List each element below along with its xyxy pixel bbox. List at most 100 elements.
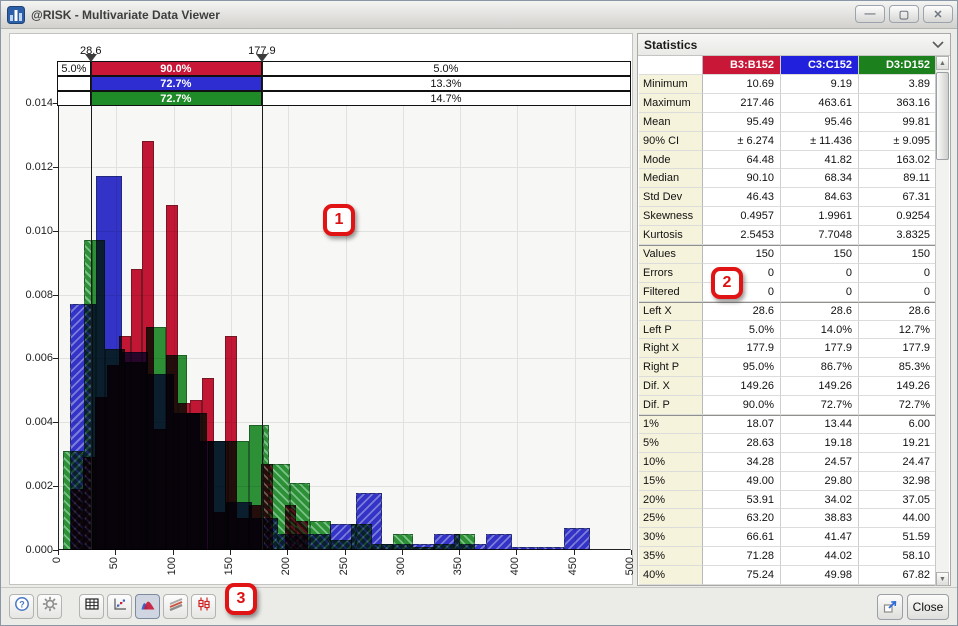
histogram-bar bbox=[104, 348, 126, 550]
x-axis-tick bbox=[172, 550, 174, 555]
statistics-header[interactable]: Statistics bbox=[638, 34, 950, 56]
y-axis-tick bbox=[53, 230, 58, 232]
histogram-plot bbox=[58, 103, 631, 550]
stats-scrollbar[interactable]: ▲ ▼ bbox=[935, 56, 949, 586]
histogram-bar bbox=[125, 361, 146, 550]
stats-row-label: 10% bbox=[639, 452, 703, 472]
y-axis-tick-label: 0.006 bbox=[25, 352, 53, 365]
band-left-cell: 5.0% bbox=[57, 61, 91, 76]
settings-button[interactable] bbox=[37, 594, 62, 619]
stats-value-cell: 177.9 bbox=[859, 339, 937, 359]
x-axis-tick-label: 300 bbox=[394, 557, 407, 576]
stats-row-label: Right X bbox=[639, 339, 703, 359]
stats-value-cell: 38.83 bbox=[781, 509, 859, 529]
stats-value-cell: 149.26 bbox=[859, 377, 937, 397]
stats-value-cell: 99.81 bbox=[859, 112, 937, 132]
stats-row-25-: 25% 63.20 38.83 44.00 bbox=[639, 509, 937, 529]
scroll-up-button[interactable]: ▲ bbox=[936, 56, 949, 70]
scroll-down-button[interactable]: ▼ bbox=[936, 572, 949, 586]
gridline-horizontal bbox=[59, 358, 630, 360]
stats-value-cell: 28.6 bbox=[781, 301, 859, 321]
stats-value-cell: 6.00 bbox=[859, 415, 937, 434]
overlay-button[interactable] bbox=[163, 594, 188, 619]
stats-row-label: Median bbox=[639, 169, 703, 189]
stats-value-cell: 150 bbox=[781, 245, 859, 264]
histogram-bar bbox=[454, 534, 475, 550]
stats-value-cell: 0 bbox=[781, 263, 859, 283]
stats-value-cell: 149.26 bbox=[781, 377, 859, 397]
histogram-icon bbox=[140, 596, 156, 617]
stats-row-label: Minimum bbox=[639, 75, 703, 94]
histogram-button[interactable] bbox=[135, 594, 160, 619]
stats-value-cell: 67.82 bbox=[859, 566, 937, 586]
stats-row-values: Values 150 150 150 bbox=[639, 245, 937, 264]
box-plot-button[interactable] bbox=[191, 594, 216, 619]
right-delimiter-line[interactable] bbox=[262, 61, 263, 550]
scatter-button[interactable] bbox=[107, 594, 132, 619]
left-delimiter-line[interactable] bbox=[91, 61, 92, 550]
stats-value-cell: 28.6 bbox=[859, 301, 937, 321]
y-axis-tick bbox=[53, 358, 58, 360]
left-delimiter-slider[interactable] bbox=[84, 54, 97, 62]
stats-value-cell: 177.9 bbox=[781, 339, 859, 359]
stats-value-cell: 1.9961 bbox=[781, 207, 859, 227]
stats-value-cell: 85.3% bbox=[859, 358, 937, 378]
histogram-bar bbox=[433, 543, 455, 550]
histogram-bar bbox=[392, 534, 414, 550]
histogram-bar bbox=[262, 425, 270, 550]
histogram-bar bbox=[511, 546, 538, 550]
x-axis-tick-label: 0 bbox=[51, 557, 63, 564]
x-axis-tick-label: 400 bbox=[509, 557, 522, 576]
stats-row-mode: Mode 64.48 41.82 163.02 bbox=[639, 150, 937, 170]
x-axis-tick bbox=[631, 550, 632, 555]
stats-value-cell: 24.47 bbox=[859, 452, 937, 472]
gridline-vertical bbox=[460, 103, 462, 549]
close-window-button[interactable]: ✕ bbox=[923, 5, 953, 23]
callout-badge-3: 3 bbox=[225, 583, 257, 615]
scroll-thumb[interactable] bbox=[936, 72, 949, 160]
maximize-window-button[interactable]: ▢ bbox=[889, 5, 919, 23]
window-controls: — ▢ ✕ bbox=[855, 5, 953, 23]
stats-value-cell: 24.57 bbox=[781, 452, 859, 472]
stats-row-30-: 30% 66.61 41.47 51.59 bbox=[639, 528, 937, 548]
x-axis-tick bbox=[287, 550, 289, 555]
y-axis-tick-label: 0.014 bbox=[25, 97, 53, 109]
stats-value-cell: 217.46 bbox=[703, 93, 781, 113]
stats-value-cell: 363.16 bbox=[859, 93, 937, 113]
x-axis-tick bbox=[459, 550, 461, 555]
minimize-window-button[interactable]: — bbox=[855, 5, 885, 23]
stats-value-cell: 0 bbox=[859, 263, 937, 283]
x-axis-tick-label: 150 bbox=[222, 557, 235, 576]
stats-row-label: Left P bbox=[639, 320, 703, 340]
y-axis-tick-label: 0.012 bbox=[25, 160, 53, 173]
stats-row-label: Right P bbox=[639, 358, 703, 378]
stats-row-right-p: Right P 95.0% 86.7% 85.3% bbox=[639, 358, 937, 378]
stats-value-cell: 44.02 bbox=[781, 547, 859, 567]
stats-row-maximum: Maximum 217.46 463.61 363.16 bbox=[639, 93, 937, 113]
right-delimiter-slider[interactable] bbox=[255, 54, 268, 62]
chevron-down-icon[interactable] bbox=[932, 40, 944, 49]
close-button[interactable]: Close bbox=[907, 594, 949, 620]
callout-badge-2: 2 bbox=[711, 267, 743, 299]
histogram-bar bbox=[537, 546, 564, 550]
stats-row-filtered: Filtered 0 0 0 bbox=[639, 282, 937, 302]
export-button[interactable] bbox=[877, 594, 903, 620]
data-table-button[interactable] bbox=[79, 594, 104, 619]
stats-value-cell: 177.9 bbox=[703, 339, 781, 359]
histogram-bar bbox=[485, 534, 512, 550]
y-axis-tick bbox=[53, 103, 58, 104]
stats-value-cell: 49.00 bbox=[703, 471, 781, 491]
stats-value-cell: 7.7048 bbox=[781, 226, 859, 246]
help-button[interactable]: ? bbox=[9, 594, 34, 619]
stats-row-skewness: Skewness 0.4957 1.9961 0.9254 bbox=[639, 207, 937, 227]
stats-row-dif-x: Dif. X 149.26 149.26 149.26 bbox=[639, 377, 937, 397]
stats-value-cell: 150 bbox=[859, 245, 937, 264]
export-icon bbox=[883, 600, 897, 613]
y-axis-tick bbox=[53, 486, 58, 488]
y-axis-tick bbox=[53, 550, 58, 551]
histogram-bar bbox=[269, 463, 290, 550]
stats-value-cell: 9.19 bbox=[781, 75, 859, 94]
stats-row-90-ci: 90% CI ± 6.274 ± 11.436 ± 9.095 bbox=[639, 131, 937, 151]
gridline-horizontal bbox=[59, 294, 630, 296]
